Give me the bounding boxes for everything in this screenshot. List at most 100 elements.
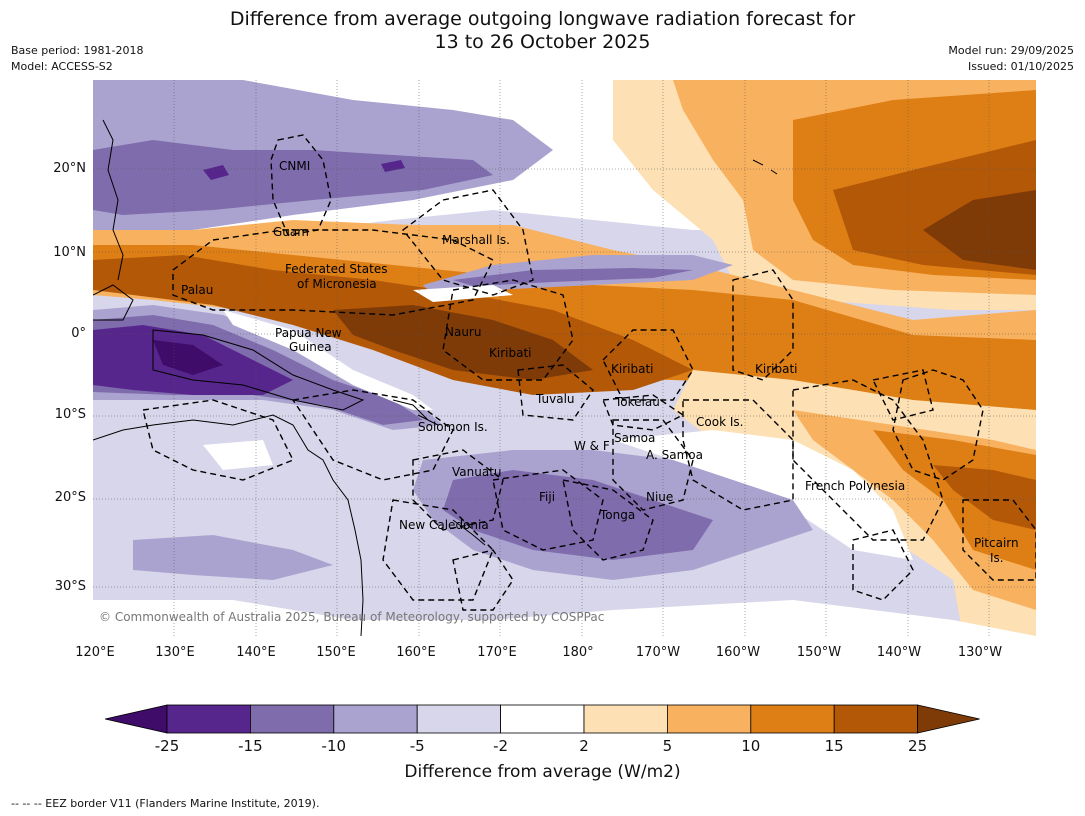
colorbar-segment <box>833 704 919 734</box>
eez-border-tokelau <box>602 394 685 431</box>
colorbar-segment <box>333 704 418 734</box>
eez-border-pitcairn <box>962 499 1036 581</box>
lat-label-0: 0° <box>71 326 86 341</box>
eez-border-kiribati-phoenix <box>602 329 694 401</box>
label-french-polynesia: French Polynesia <box>805 479 905 493</box>
colorbar-tick-label: 15 <box>824 737 844 755</box>
label-tokelau: Tokelau <box>614 395 660 409</box>
label-kiribati-west: Kiribati <box>489 346 531 360</box>
coastline-philippines <box>102 119 124 281</box>
lat-label-20s: 20°S <box>54 490 86 505</box>
eez-border-kermadec <box>452 549 514 611</box>
anomaly-tongue-equatorial-core <box>453 268 693 286</box>
colorbar-tick-label: -25 <box>154 737 180 755</box>
colorbar-tick-label: 5 <box>662 737 673 755</box>
label-niue: Niue <box>646 490 673 504</box>
lat-label-20n: 20°N <box>53 161 86 176</box>
meta-right: Model run: 29/09/2025 Issued: 01/10/2025 <box>948 43 1074 75</box>
eez-border-southern-ring <box>852 529 914 601</box>
label-american-samoa: A. Samoa <box>646 448 703 462</box>
lon-label-160w: 160°W <box>715 645 761 660</box>
meta-left: Base period: 1981-2018 Model: ACCESS-S2 <box>11 43 143 75</box>
label-guam: Guam <box>273 225 309 239</box>
label-fsm-line1: Federated States <box>285 262 387 276</box>
eez-border-vanuatu <box>412 449 504 531</box>
colorbar-label: Difference from average (W/m2) <box>404 762 681 782</box>
colorbar-segment <box>667 704 752 734</box>
anomaly-ribbon-png-white <box>223 310 433 410</box>
label-marshall-islands: Marshall Is. <box>442 233 510 247</box>
lat-label-10n: 10°N <box>53 245 86 260</box>
lon-label-120e: 120°E <box>75 645 115 660</box>
colorbar-tick-label: 10 <box>741 737 761 755</box>
label-pitcairn-line2: Is. <box>990 551 1004 565</box>
graticule <box>93 80 1036 636</box>
coastline-hawaii <box>752 159 778 175</box>
anomaly-core-se-brown <box>933 465 1036 530</box>
lon-label-140e: 140°E <box>236 645 276 660</box>
label-tonga: Tonga <box>599 508 635 522</box>
anomaly-core-north-purple <box>93 140 493 215</box>
anomaly-core-south-purple <box>443 470 713 560</box>
region-labels: CNMI Guam Marshall Is. Federated States … <box>181 159 1019 565</box>
label-png-line1: Papua New <box>275 326 342 340</box>
coastline-solomon-islands <box>392 399 439 426</box>
model-name: Model: ACCESS-S2 <box>11 60 113 73</box>
eez-border-fr-poly-east <box>892 369 984 481</box>
label-cnmi: CNMI <box>279 159 310 173</box>
colorbar-segment <box>750 704 835 734</box>
lon-label-180: 180° <box>562 645 594 660</box>
lon-label-170e: 170°E <box>477 645 517 660</box>
eez-borders <box>142 134 1036 611</box>
footer-eez-note: -- -- -- EEZ border V11 (Flanders Marine… <box>11 797 320 810</box>
eez-border-new-caledonia <box>382 499 494 601</box>
eez-border-french-polynesia <box>792 379 944 541</box>
anomaly-band-se-dark-orange <box>873 430 1036 570</box>
anomaly-tongue-equatorial-white <box>413 285 513 302</box>
label-samoa: Samoa <box>614 431 655 445</box>
label-vanuatu: Vanuatu <box>452 465 502 479</box>
colorbar-tick-label: -10 <box>321 737 347 755</box>
label-pitcairn-line1: Pitcairn <box>974 536 1019 550</box>
colorbar-tick-label: 2 <box>579 737 589 755</box>
colorbar-tick-label: -5 <box>409 737 425 755</box>
anomaly-core-ne-darkest <box>923 190 1036 270</box>
lon-label-150w: 150°W <box>796 645 842 660</box>
olr-anomaly-map: CNMI Guam Marshall Is. Federated States … <box>93 80 1036 636</box>
lat-label-10s: 10°S <box>54 407 86 422</box>
title-line-2: 13 to 26 October 2025 <box>434 31 651 53</box>
colorbar-extend-high <box>917 704 980 734</box>
label-cook-islands: Cook Is. <box>696 415 743 429</box>
colorbar-tick-label: -15 <box>238 737 263 755</box>
chart-title: Difference from average outgoing longwav… <box>0 8 1085 54</box>
eez-border-papua-pacific <box>142 399 294 481</box>
lon-label-160e: 160°E <box>396 645 436 660</box>
lon-label-170w: 170°W <box>635 645 681 660</box>
label-kiribati-central: Kiribati <box>611 362 653 376</box>
label-tuvalu: Tuvalu <box>535 392 575 406</box>
eez-border-tuvalu <box>517 364 594 421</box>
anomaly-patch-south-white-1 <box>203 440 273 470</box>
base-period: Base period: 1981-2018 <box>11 44 144 57</box>
lon-label-140w: 140°W <box>876 645 922 660</box>
colorbar-segment <box>500 704 585 734</box>
anomaly-core-png-darkest <box>153 340 223 375</box>
label-nauru: Nauru <box>445 325 481 339</box>
lon-label-150e: 150°E <box>316 645 356 660</box>
label-solomon-islands: Solomon Is. <box>418 420 488 434</box>
eez-border-kiribati-line <box>732 269 794 381</box>
title-line-1: Difference from average outgoing longwav… <box>229 8 856 30</box>
colorbar-segment <box>583 704 668 734</box>
colorbar-segment <box>166 704 251 734</box>
lat-label-30s: 30°S <box>54 579 86 594</box>
colorbar-segment <box>249 704 335 734</box>
lon-label-130e: 130°E <box>155 645 195 660</box>
coastline-australia <box>93 414 364 636</box>
label-kiribati-east: Kiribati <box>755 362 797 376</box>
anomaly-band-southwest-purple <box>133 535 333 580</box>
coastline-borneo <box>93 284 134 321</box>
coastlines <box>93 119 778 636</box>
coastline-new-caledonia <box>452 519 486 546</box>
colorbar-tick-label: 25 <box>908 737 928 755</box>
eez-border-kiribati-gilbert <box>442 279 574 381</box>
